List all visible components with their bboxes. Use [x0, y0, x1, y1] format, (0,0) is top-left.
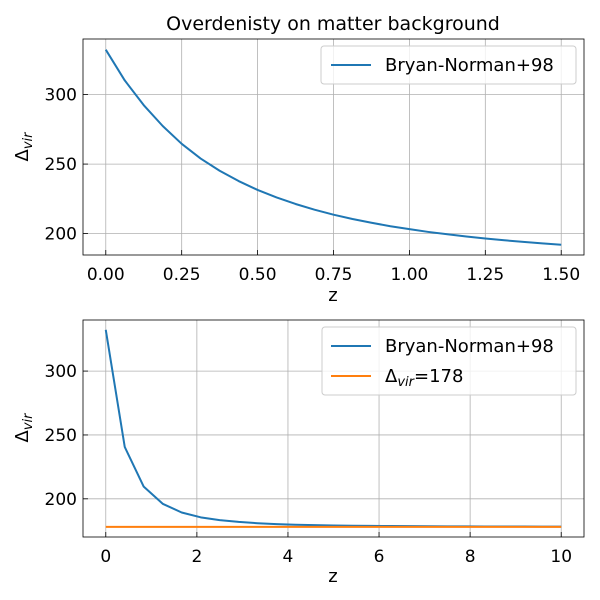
- chart-bottom-y-axis-label: Δvir: [12, 412, 36, 443]
- chart-top-y-tick-label: 250: [45, 155, 77, 175]
- chart-bottom-y-axis-label-base: Δ: [12, 429, 33, 442]
- chart-top: Overdenisty on matter background 0.00 0.2…: [12, 13, 585, 306]
- chart-bottom-y-tick-label: 200: [45, 490, 77, 510]
- chart-top-x-tick-label: 0.00: [87, 265, 125, 285]
- chart-top-x-ticks: 0.00 0.25 0.50 0.75 1.00 1.25 1.50: [87, 250, 580, 285]
- chart-bottom-y-tick-label: 250: [45, 426, 77, 446]
- chart-top-y-tick-label: 300: [45, 86, 77, 106]
- chart-top-x-tick-label: 1.50: [542, 265, 580, 285]
- chart-top-y-axis-label-sub: vir: [21, 131, 36, 149]
- legend-delta-subscript: vir: [397, 375, 415, 390]
- chart-top-series: [104, 49, 562, 246]
- chart-top-x-tick-label: 1.25: [466, 265, 504, 285]
- chart-bottom-series: [104, 329, 562, 528]
- chart-bottom: 0 2 4 6 8 10 200 250 300 z Δvir Bryan-Norman+98…: [12, 319, 585, 587]
- chart-bottom-y-ticks: 200 250 300: [45, 362, 88, 510]
- chart-bottom-legend-label-delta-vir: Δvir=178: [385, 366, 463, 390]
- chart-bottom-x-axis-label: z: [328, 566, 337, 587]
- chart-top-y-axis-label-base: Δ: [12, 148, 33, 161]
- chart-top-x-tick-label: 0.75: [315, 265, 353, 285]
- chart-bottom-x-tick-label: 2: [191, 547, 202, 567]
- chart-bottom-x-tick-label: 8: [465, 547, 476, 567]
- chart-top-title: Overdenisty on matter background: [166, 13, 500, 35]
- chart-top-y-ticks: 200 250 300: [45, 86, 88, 245]
- chart-bottom-x-tick-label: 6: [374, 547, 385, 567]
- chart-bottom-legend: Bryan-Norman+98 Δvir=178: [321, 326, 577, 396]
- chart-top-x-axis-label: z: [328, 285, 337, 306]
- chart-bottom-x-tick-label: 0: [100, 547, 111, 567]
- chart-top-y-axis-label: Δvir: [12, 131, 36, 162]
- chart-bottom-x-ticks: 0 2 4 6 8 10: [100, 532, 572, 567]
- chart-top-legend-box: [320, 45, 577, 85]
- chart-top-y-tick-label: 200: [45, 225, 77, 245]
- legend-delta-symbol: Δ: [385, 366, 398, 387]
- chart-bottom-legend-label-bryan-norman: Bryan-Norman+98: [385, 336, 554, 357]
- chart-bottom-x-tick-label: 10: [550, 547, 572, 567]
- chart-bottom-y-axis-label-sub: vir: [21, 412, 36, 430]
- chart-top-legend: Bryan-Norman+98: [320, 45, 577, 85]
- chart-bottom-legend-box: [321, 326, 577, 396]
- chart-top-series-line-bryan-norman: [104, 49, 562, 246]
- chart-top-x-tick-label: 0.50: [239, 265, 277, 285]
- chart-bottom-plot-frame: [82, 319, 585, 538]
- chart-bottom-y-tick-label: 300: [45, 362, 77, 382]
- chart-top-x-tick-label: 1.00: [390, 265, 428, 285]
- chart-top-x-tick-label: 0.25: [163, 265, 201, 285]
- legend-delta-value: =178: [414, 366, 463, 387]
- chart-top-legend-label-bryan-norman: Bryan-Norman+98: [385, 55, 554, 76]
- chart-bottom-x-tick-label: 4: [283, 547, 294, 567]
